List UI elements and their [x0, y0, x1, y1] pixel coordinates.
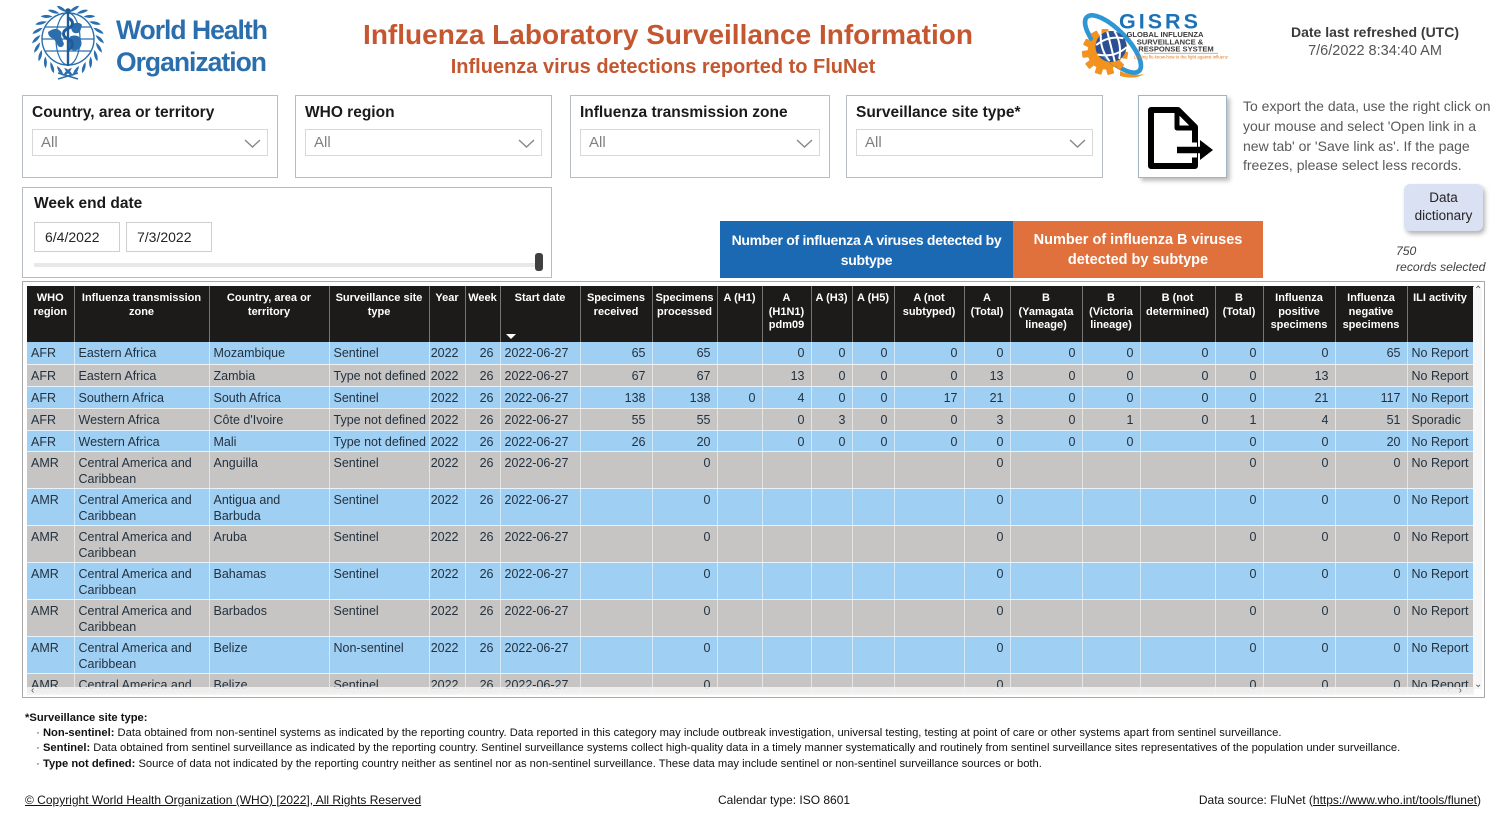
svg-text:SURVEILLANCE &: SURVEILLANCE & — [1137, 38, 1204, 47]
svg-text:Linking flu know-how to the fi: Linking flu know-how to the fight agains… — [1134, 55, 1228, 60]
svg-text:GISRS: GISRS — [1119, 10, 1201, 34]
svg-text:GLOBAL INFLUENZA: GLOBAL INFLUENZA — [1126, 30, 1204, 39]
svg-text:RESPONSE SYSTEM: RESPONSE SYSTEM — [1138, 45, 1214, 54]
